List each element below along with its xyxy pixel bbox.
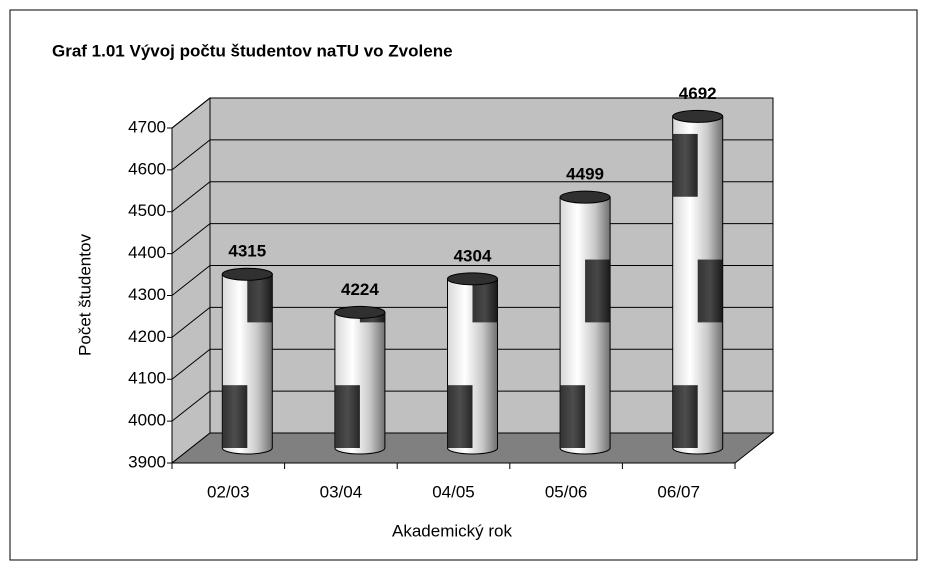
x-tick-label: 06/07 — [657, 482, 700, 501]
bar — [221, 267, 273, 455]
grid-line — [171, 97, 773, 129]
bar — [559, 190, 611, 455]
value-label: 4304 — [454, 246, 492, 265]
cylinder-band — [222, 385, 248, 448]
cylinder-band — [672, 133, 698, 197]
bar — [672, 109, 724, 455]
y-tick-label: 4100 — [128, 369, 166, 388]
chart-title: Graf 1.01 Vývoj počtu študentov naTU vo … — [52, 41, 453, 60]
cylinder-top — [559, 190, 611, 204]
y-tick-label: 4700 — [128, 117, 166, 136]
y-tick-label: 4400 — [128, 243, 166, 262]
y-axis-label: Počet študentov — [75, 234, 94, 356]
x-tick-label: 02/03 — [207, 482, 250, 501]
cylinder-band — [247, 274, 273, 323]
grid-line — [171, 181, 773, 213]
value-label: 4692 — [679, 84, 717, 103]
y-tick-label: 4300 — [128, 285, 166, 304]
x-axis-label: Akademický rok — [392, 521, 512, 540]
y-tick-label: 4200 — [128, 327, 166, 346]
x-tick-label: 04/05 — [432, 482, 475, 501]
cylinder-band — [585, 259, 611, 323]
cylinder-band — [697, 259, 723, 323]
value-label: 4224 — [341, 280, 379, 299]
grid-line — [171, 139, 773, 171]
cylinder-top — [334, 305, 386, 319]
x-tick-label: 05/06 — [545, 482, 588, 501]
cylinder-top — [672, 109, 724, 123]
cylinder-top — [221, 267, 273, 281]
cylinder-top — [447, 272, 498, 286]
y-tick-label: 4600 — [128, 159, 166, 178]
cylinder-band — [472, 278, 498, 323]
x-tick-label: 03/04 — [320, 482, 363, 501]
cylinder-band — [672, 385, 698, 448]
bar — [334, 305, 386, 455]
cylinder-band — [447, 385, 473, 448]
cylinder-band — [560, 385, 586, 448]
y-tick-label: 3900 — [128, 452, 166, 471]
cylinder-band — [334, 385, 360, 448]
bar — [447, 272, 498, 455]
y-tick-label: 4000 — [128, 411, 166, 430]
y-tick-label: 4500 — [128, 201, 166, 220]
value-label: 4315 — [228, 242, 266, 261]
value-label: 4499 — [566, 165, 604, 184]
